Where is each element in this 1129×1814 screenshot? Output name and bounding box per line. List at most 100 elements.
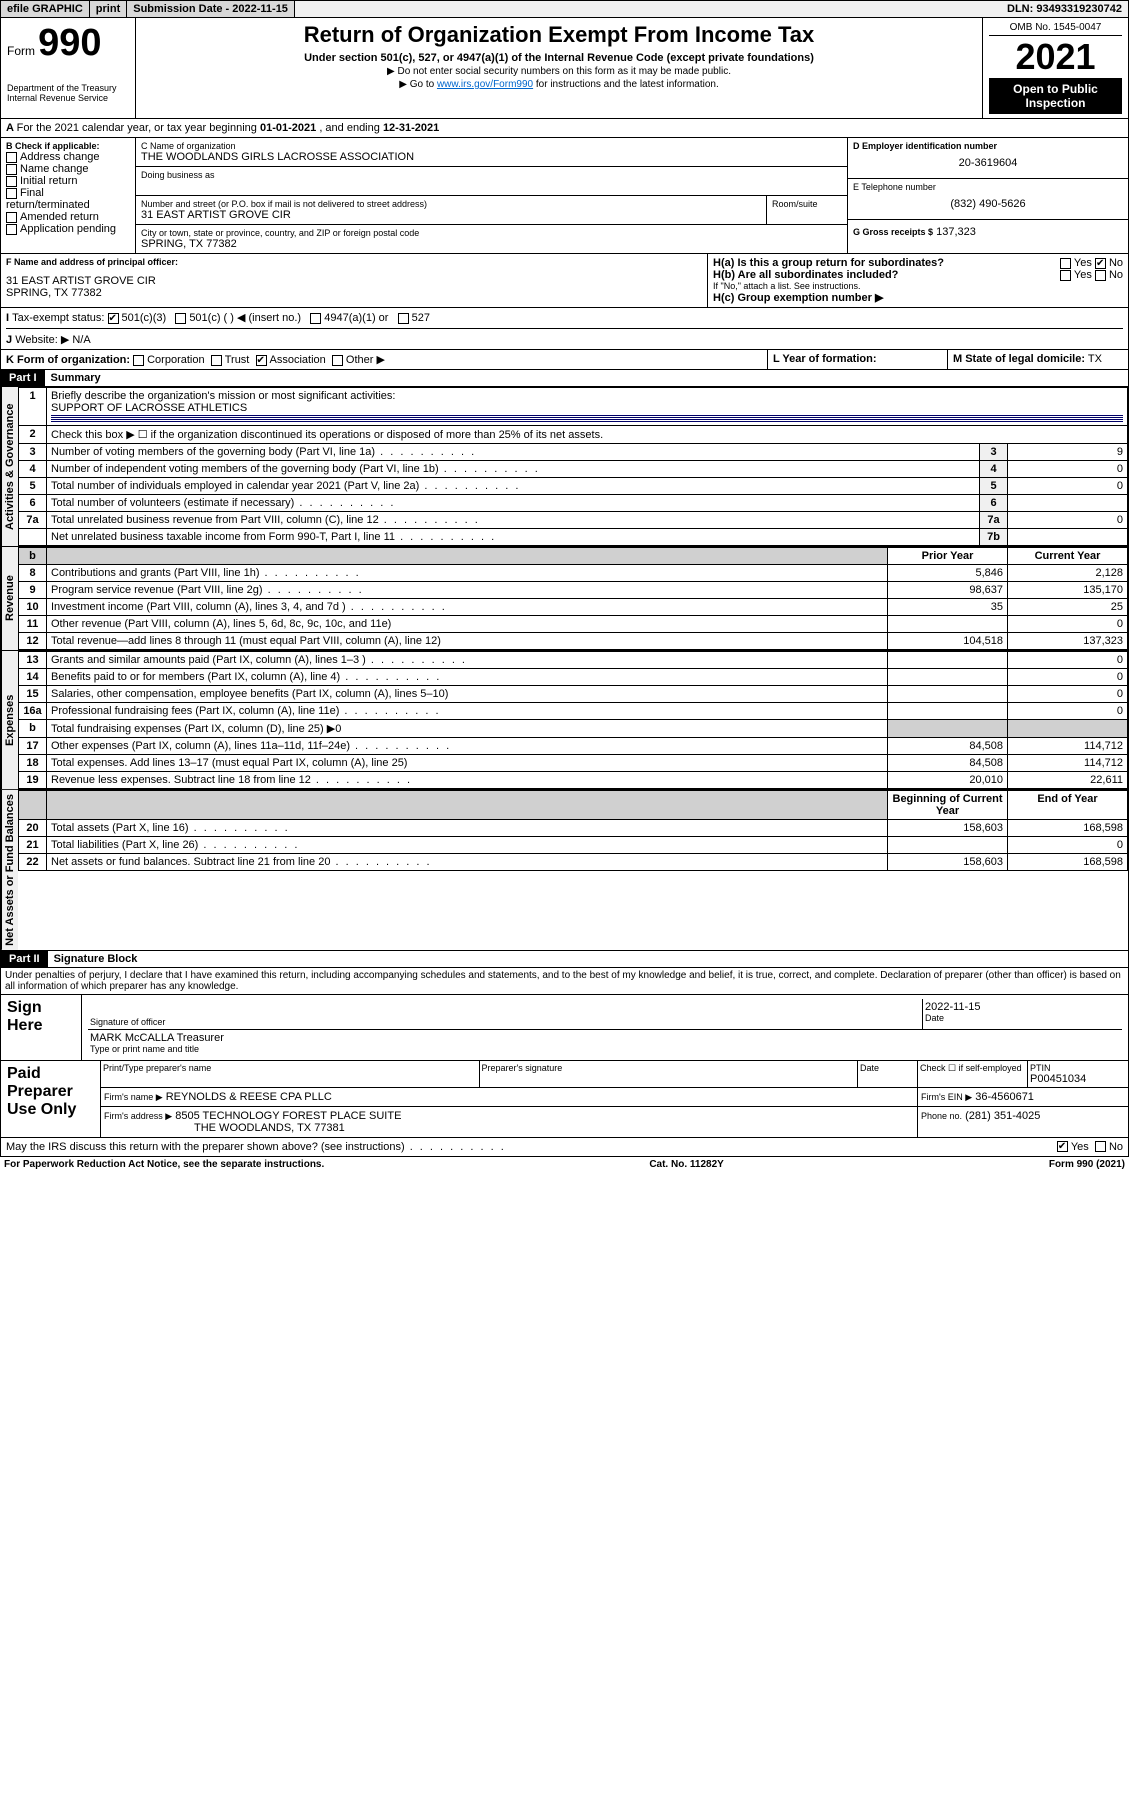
paid-prep: Paid Preparer Use Only [1,1061,101,1137]
na-21c: 0 [1008,837,1128,854]
exp-17p: 84,508 [888,738,1008,755]
opt-527[interactable] [398,313,409,324]
q2: Check this box ▶ ☐ if the organization d… [47,426,1128,444]
rev-8c: 2,128 [1008,565,1128,582]
part1-exp: Expenses 13Grants and similar amounts pa… [0,651,1129,790]
na-20p: 158,603 [888,820,1008,837]
box-m-label: M State of legal domicile: [953,353,1085,365]
exp-19c: 22,611 [1008,772,1128,789]
val-4: 0 [1008,461,1128,478]
part2-bar: Part II Signature Block [0,951,1129,968]
opt-501c3[interactable] [108,313,119,324]
part1-bar: Part I Summary [0,370,1129,387]
val-6 [1008,495,1128,512]
part1-na: Net Assets or Fund Balances Beginning of… [0,790,1129,951]
col-prior: Prior Year [888,548,1008,565]
opt-initial-return[interactable]: Initial return [6,175,130,187]
irs-link[interactable]: www.irs.gov/Form990 [437,79,533,90]
firm-phone: (281) 351-4025 [965,1110,1040,1122]
discuss-yes[interactable] [1057,1141,1068,1152]
fh-block: F Name and address of principal officer:… [0,254,1129,308]
box-b-label: B Check if applicable: [6,141,130,151]
opt-501c[interactable] [175,313,186,324]
firm-addr2: THE WOODLANDS, TX 77381 [194,1122,345,1134]
dln: DLN: 93493319230742 [1001,1,1128,17]
val-3: 9 [1008,444,1128,461]
vlabel-gov: Activities & Governance [1,387,18,546]
exp-14c: 0 [1008,669,1128,686]
discuss-label: May the IRS discuss this return with the… [6,1141,506,1153]
na-22p: 158,603 [888,854,1008,871]
opt-address-change[interactable]: Address change [6,151,130,163]
dept-treasury: Department of the Treasury [7,83,129,93]
org-name: THE WOODLANDS GIRLS LACROSSE ASSOCIATION [141,151,842,163]
city-label: City or town, state or province, country… [141,228,842,238]
date-label: Date [858,1061,918,1087]
opt-final-return[interactable]: Final return/terminated [6,187,130,211]
box-i-label: Tax-exempt status: [12,312,104,324]
note-ssn: ▶ Do not enter social security numbers o… [142,66,976,77]
exp-18p: 84,508 [888,755,1008,772]
street: 31 EAST ARTIST GROVE CIR [141,209,761,221]
val-5: 0 [1008,478,1128,495]
exp-13c: 0 [1008,652,1128,669]
rev-11c: 0 [1008,616,1128,633]
opt-other[interactable] [332,355,343,366]
exp-19p: 20,010 [888,772,1008,789]
exp-15c: 0 [1008,686,1128,703]
prep-name-label: Print/Type preparer's name [101,1061,480,1087]
opt-assoc[interactable] [256,355,267,366]
opt-4947[interactable] [310,313,321,324]
part2-header: Part II [1,951,48,967]
rev-10c: 25 [1008,599,1128,616]
hb-row: H(b) Are all subordinates included? Yes … [713,269,1123,281]
rev-9c: 135,170 [1008,582,1128,599]
footer-right: Form 990 (2021) [1049,1159,1125,1170]
sig-officer-label: Signature of officer [90,1017,920,1027]
opt-pending[interactable]: Application pending [6,223,130,235]
exp-18c: 114,712 [1008,755,1128,772]
footer: For Paperwork Reduction Act Notice, see … [0,1157,1129,1172]
hb-note: If "No," attach a list. See instructions… [713,281,1123,291]
note-link: ▶ Go to www.irs.gov/Form990 for instruct… [142,79,976,90]
opt-name-change[interactable]: Name change [6,163,130,175]
omb-number: OMB No. 1545-0047 [989,22,1122,36]
opt-corp[interactable] [133,355,144,366]
main-title: Return of Organization Exempt From Incom… [142,22,976,48]
year-begin: 01-01-2021 [260,122,316,134]
domicile: TX [1088,353,1102,365]
officer-name: MARK McCALLA Treasurer [90,1032,1120,1044]
ptin-label: PTIN [1030,1063,1126,1073]
ein: 20-3619604 [853,151,1123,175]
exp-16ac: 0 [1008,703,1128,720]
sig-date-val: 2022-11-15 [925,1001,1120,1013]
rev-12c: 137,323 [1008,633,1128,650]
rev-11p [888,616,1008,633]
box-g-label: G Gross receipts $ [853,227,933,237]
opt-trust[interactable] [211,355,222,366]
part2-title: Signature Block [48,951,144,967]
type-name-label: Type or print name and title [90,1044,1120,1054]
rev-9p: 98,637 [888,582,1008,599]
form-header: Form 990 Department of the Treasury Inte… [0,18,1129,119]
print-button[interactable]: print [90,1,127,17]
form-number: 990 [38,22,101,64]
firm-addr1: 8505 TECHNOLOGY FOREST PLACE SUITE [175,1110,401,1122]
col-end: End of Year [1008,791,1128,820]
rev-8p: 5,846 [888,565,1008,582]
year-end: 12-31-2021 [383,122,439,134]
efile-label: efile GRAPHIC [1,1,90,17]
tax-year: 2021 [989,36,1122,78]
footer-left: For Paperwork Reduction Act Notice, see … [4,1159,324,1170]
vlabel-na: Net Assets or Fund Balances [1,790,18,950]
box-l-label: L Year of formation: [773,353,877,365]
phone: (832) 490-5626 [853,192,1123,216]
form-label: Form [7,44,35,58]
part1-header: Part I [1,370,45,386]
signature-block: Sign Here Signature of officer 2022-11-1… [0,995,1129,1157]
room-label: Room/suite [772,199,842,209]
discuss-no[interactable] [1095,1141,1106,1152]
open-public: Open to Public Inspection [989,78,1122,114]
city: SPRING, TX 77382 [141,238,842,250]
opt-amended[interactable]: Amended return [6,211,130,223]
